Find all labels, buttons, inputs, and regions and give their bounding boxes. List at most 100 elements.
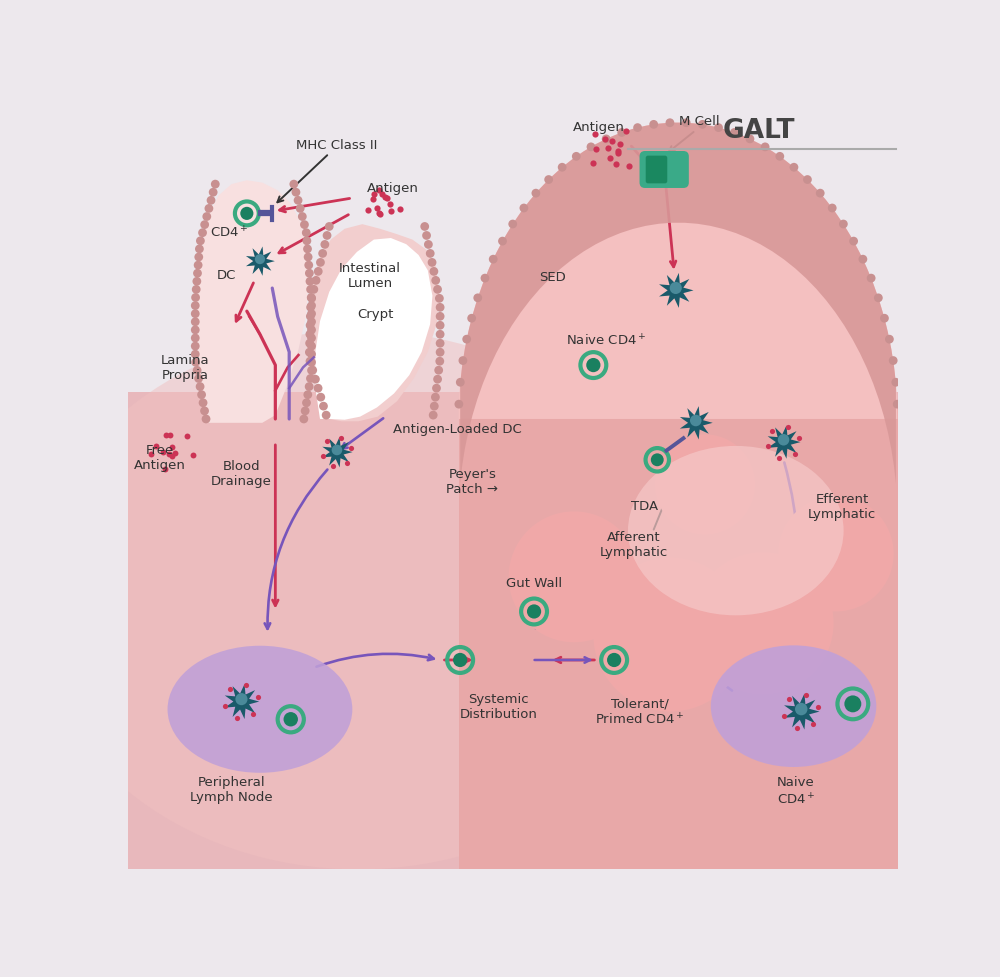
Circle shape: [649, 121, 658, 130]
Circle shape: [453, 654, 467, 667]
Circle shape: [586, 359, 600, 373]
Circle shape: [322, 411, 331, 420]
Text: Antigen: Antigen: [367, 183, 419, 195]
Circle shape: [436, 313, 445, 321]
Circle shape: [434, 366, 443, 375]
Point: [780, 419, 796, 435]
Point: [238, 678, 254, 694]
Circle shape: [454, 401, 463, 409]
Circle shape: [302, 237, 311, 246]
Circle shape: [307, 319, 316, 327]
Point: [776, 708, 792, 724]
Circle shape: [655, 435, 755, 535]
Circle shape: [307, 294, 316, 303]
Polygon shape: [784, 694, 820, 730]
Circle shape: [305, 349, 314, 358]
Circle shape: [420, 223, 429, 232]
Circle shape: [199, 399, 207, 407]
Point: [588, 143, 604, 158]
Point: [229, 710, 245, 726]
Text: TDA: TDA: [631, 500, 659, 513]
Circle shape: [192, 285, 201, 294]
Circle shape: [299, 415, 308, 424]
Circle shape: [867, 275, 876, 283]
Circle shape: [255, 255, 265, 265]
Circle shape: [508, 221, 517, 230]
Polygon shape: [315, 238, 432, 420]
Circle shape: [332, 446, 342, 456]
Polygon shape: [659, 274, 694, 309]
Circle shape: [558, 164, 567, 173]
Circle shape: [195, 245, 204, 254]
Circle shape: [191, 294, 200, 303]
Circle shape: [191, 326, 200, 335]
Circle shape: [436, 304, 445, 313]
Circle shape: [692, 553, 834, 694]
Point: [602, 150, 618, 166]
Circle shape: [435, 358, 444, 366]
Circle shape: [436, 349, 445, 358]
Circle shape: [803, 176, 812, 185]
Point: [164, 440, 180, 455]
Circle shape: [429, 411, 438, 420]
Circle shape: [193, 366, 202, 375]
Point: [618, 124, 634, 140]
Point: [185, 447, 201, 463]
FancyBboxPatch shape: [128, 393, 898, 870]
Circle shape: [874, 294, 883, 303]
Point: [810, 700, 826, 715]
Point: [787, 446, 803, 462]
Circle shape: [191, 319, 200, 327]
Text: CD4$^+$: CD4$^+$: [210, 225, 248, 240]
Circle shape: [196, 383, 204, 392]
Point: [371, 205, 387, 221]
Circle shape: [200, 407, 209, 416]
Circle shape: [309, 285, 318, 294]
Text: MHC Class II: MHC Class II: [296, 139, 378, 151]
Point: [379, 191, 395, 207]
Circle shape: [305, 383, 314, 392]
Point: [371, 183, 387, 198]
Circle shape: [306, 321, 315, 330]
Circle shape: [730, 129, 739, 138]
Circle shape: [240, 207, 253, 221]
Point: [155, 445, 171, 460]
Point: [319, 434, 335, 449]
Circle shape: [761, 144, 770, 152]
Circle shape: [302, 229, 311, 237]
Circle shape: [307, 359, 316, 367]
Circle shape: [307, 351, 316, 360]
Circle shape: [305, 270, 314, 278]
Text: Lamina
Propria: Lamina Propria: [161, 354, 210, 382]
Circle shape: [467, 315, 476, 323]
Point: [372, 207, 388, 223]
Circle shape: [746, 136, 754, 145]
Circle shape: [430, 403, 439, 411]
Circle shape: [473, 294, 482, 303]
Circle shape: [775, 152, 784, 161]
Circle shape: [433, 375, 442, 384]
Circle shape: [235, 694, 248, 705]
Ellipse shape: [711, 646, 876, 767]
Circle shape: [682, 119, 691, 128]
Circle shape: [690, 415, 702, 427]
FancyBboxPatch shape: [640, 151, 689, 189]
Circle shape: [858, 256, 867, 265]
Point: [333, 431, 349, 446]
Polygon shape: [322, 438, 353, 468]
Circle shape: [305, 340, 314, 348]
Circle shape: [314, 384, 322, 393]
Point: [374, 187, 390, 202]
Circle shape: [481, 275, 489, 283]
Point: [597, 132, 613, 148]
Point: [360, 203, 376, 219]
Circle shape: [316, 394, 325, 403]
Text: Antigen: Antigen: [573, 121, 625, 134]
Point: [377, 190, 393, 205]
Circle shape: [303, 391, 312, 400]
Point: [162, 428, 178, 444]
Polygon shape: [768, 426, 800, 459]
Circle shape: [298, 213, 307, 222]
Circle shape: [307, 302, 316, 311]
Point: [245, 706, 261, 722]
